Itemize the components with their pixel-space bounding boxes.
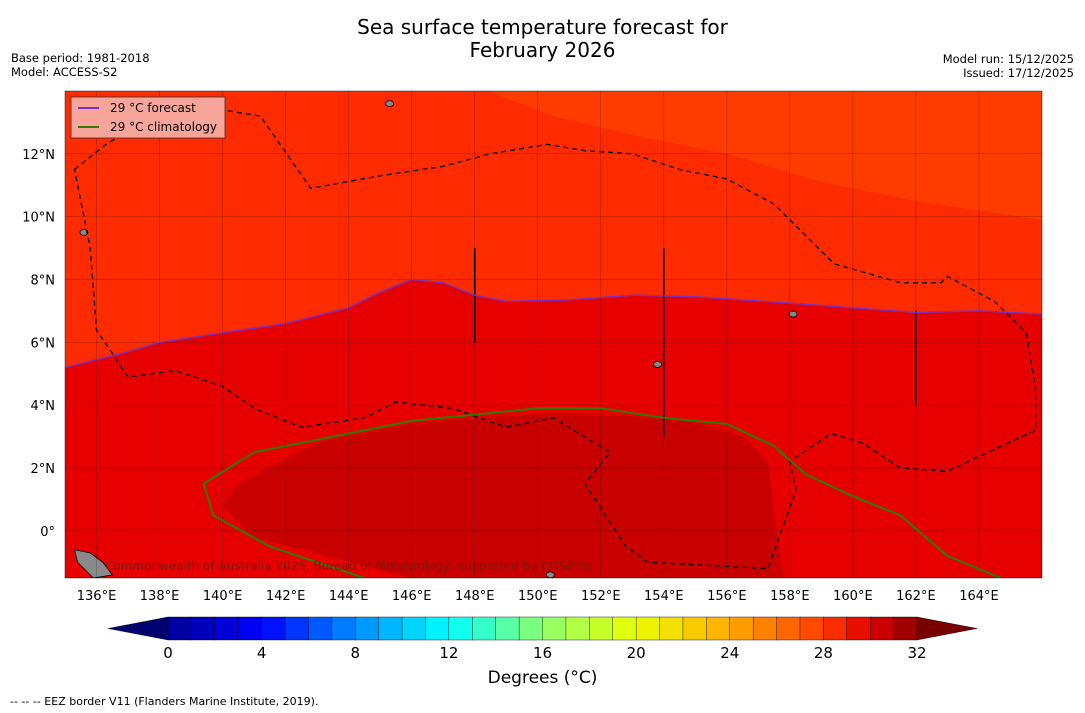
- colorbar-tick-label: 24: [720, 644, 739, 662]
- colorbar-bin: [893, 616, 918, 641]
- colorbar-bin: [355, 616, 380, 641]
- colorbar-bin: [308, 616, 333, 641]
- island-marker: [788, 310, 798, 318]
- x-tick-label: 160°E: [833, 589, 873, 604]
- sst-field-31-32: [222, 413, 784, 578]
- colorbar-bin: [542, 616, 567, 641]
- colorbar-bin: [659, 616, 684, 641]
- colorbar-bin: [589, 616, 614, 641]
- colorbar-bin: [729, 616, 754, 641]
- colorbar-bin: [565, 616, 590, 641]
- island-marker: [653, 360, 662, 368]
- colorbar-bin: [869, 616, 895, 641]
- x-tick-label: 144°E: [329, 589, 369, 604]
- colorbar-bin: [214, 616, 239, 641]
- colorbar-bin: [191, 616, 216, 641]
- metadata-left: Base period: 1981-2018 Model: ACCESS-S2: [11, 51, 150, 79]
- colorbar-bin: [472, 616, 497, 641]
- colorbar-bin: [425, 616, 450, 641]
- legend-entry-label: 29 °C climatology: [110, 120, 217, 134]
- x-tick-label: 154°E: [644, 589, 684, 604]
- colorbar-tick-label: 28: [814, 644, 833, 662]
- y-tick-label: 6°N: [31, 336, 56, 351]
- colorbar-bin: [776, 616, 801, 641]
- colorbar-tick-label: 20: [627, 644, 646, 662]
- colorbar-bin: [635, 616, 661, 641]
- x-tick-label: 142°E: [266, 589, 306, 604]
- x-tick-label: 162°E: [896, 589, 936, 604]
- legend-box: [70, 96, 226, 139]
- model-run: Model run: 15/12/2025: [942, 52, 1074, 66]
- colorbar-bin: [752, 616, 778, 641]
- legend-entry-label: 29 °C forecast: [110, 101, 196, 115]
- metadata-right: Model run: 15/12/2025 Issued: 17/12/2025: [943, 52, 1074, 80]
- colorbar-bin: [495, 616, 520, 641]
- colorbar-bin: [846, 616, 871, 641]
- copyright-credit: Commonwealth of Australia 2025, Bureau o…: [105, 559, 595, 573]
- x-tick-label: 136°E: [77, 589, 117, 604]
- island-marker: [385, 100, 395, 107]
- eez-border: [73, 109, 1037, 570]
- x-tick-label: 138°E: [140, 589, 180, 604]
- colorbar-bin: [284, 616, 309, 641]
- y-tick-label: 12°N: [22, 148, 55, 163]
- colorbar-bin: [448, 616, 473, 641]
- colorbar-bin: [331, 616, 356, 641]
- colorbar-tick-label: 12: [439, 644, 458, 662]
- plot-frame: [64, 90, 1043, 579]
- colorbar-bin: [612, 616, 637, 641]
- y-tick-label: 8°N: [31, 274, 56, 289]
- x-tick-label: 148°E: [455, 589, 495, 604]
- colorbar-bin: [167, 616, 192, 641]
- x-tick-label: 146°E: [392, 589, 432, 604]
- x-tick-label: 140°E: [203, 589, 243, 604]
- y-tick-label: 0°: [40, 525, 55, 540]
- y-tick-label: 10°N: [22, 211, 55, 226]
- colorbar-bin: [261, 616, 286, 641]
- climatology-29c-contour: [202, 407, 1002, 578]
- issued-date: Issued: 17/12/2025: [963, 66, 1074, 80]
- colorbar-bin: [682, 616, 707, 641]
- colorbar-tick-label: 8: [350, 644, 360, 662]
- chart-title-line1: Sea surface temperature forecast for: [357, 15, 728, 39]
- colorbar-bin: [706, 616, 731, 641]
- colorbar-extend-high: [916, 616, 978, 641]
- land-new-guinea: [73, 549, 114, 578]
- chart-title-line2: February 2026: [469, 38, 616, 62]
- island-marker: [79, 228, 89, 236]
- sst-field-27-28: [487, 91, 1042, 220]
- x-tick-label: 156°E: [707, 589, 747, 604]
- colorbar-bin: [238, 616, 263, 641]
- colorbar-tick-label: 32: [907, 644, 926, 662]
- colorbar-bin: [401, 616, 426, 641]
- y-tick-label: 2°N: [31, 462, 56, 477]
- colorbar-bin: [823, 616, 848, 641]
- base-period: Base period: 1981-2018: [11, 51, 150, 65]
- x-tick-label: 150°E: [518, 589, 558, 604]
- colorbar-tick-label: 16: [533, 644, 552, 662]
- x-tick-label: 164°E: [959, 589, 999, 604]
- colorbar-bin: [799, 616, 824, 641]
- colorbar-bin: [378, 616, 403, 641]
- colorbar-extend-low: [107, 616, 169, 641]
- x-tick-label: 152°E: [581, 589, 621, 604]
- colorbar-tick-label: 0: [163, 644, 173, 662]
- colorbar-tick-label: 4: [257, 644, 267, 662]
- x-tick-label: 158°E: [770, 589, 810, 604]
- y-tick-label: 4°N: [31, 399, 56, 414]
- model-name: Model: ACCESS-S2: [11, 65, 118, 79]
- forecast-29c-contour: [65, 278, 1042, 369]
- eez-footnote: -- -- -- EEZ border V11 (Flanders Marine…: [10, 695, 319, 708]
- colorbar-bin: [518, 616, 543, 641]
- colorbar-label: Degrees (°C): [487, 668, 598, 688]
